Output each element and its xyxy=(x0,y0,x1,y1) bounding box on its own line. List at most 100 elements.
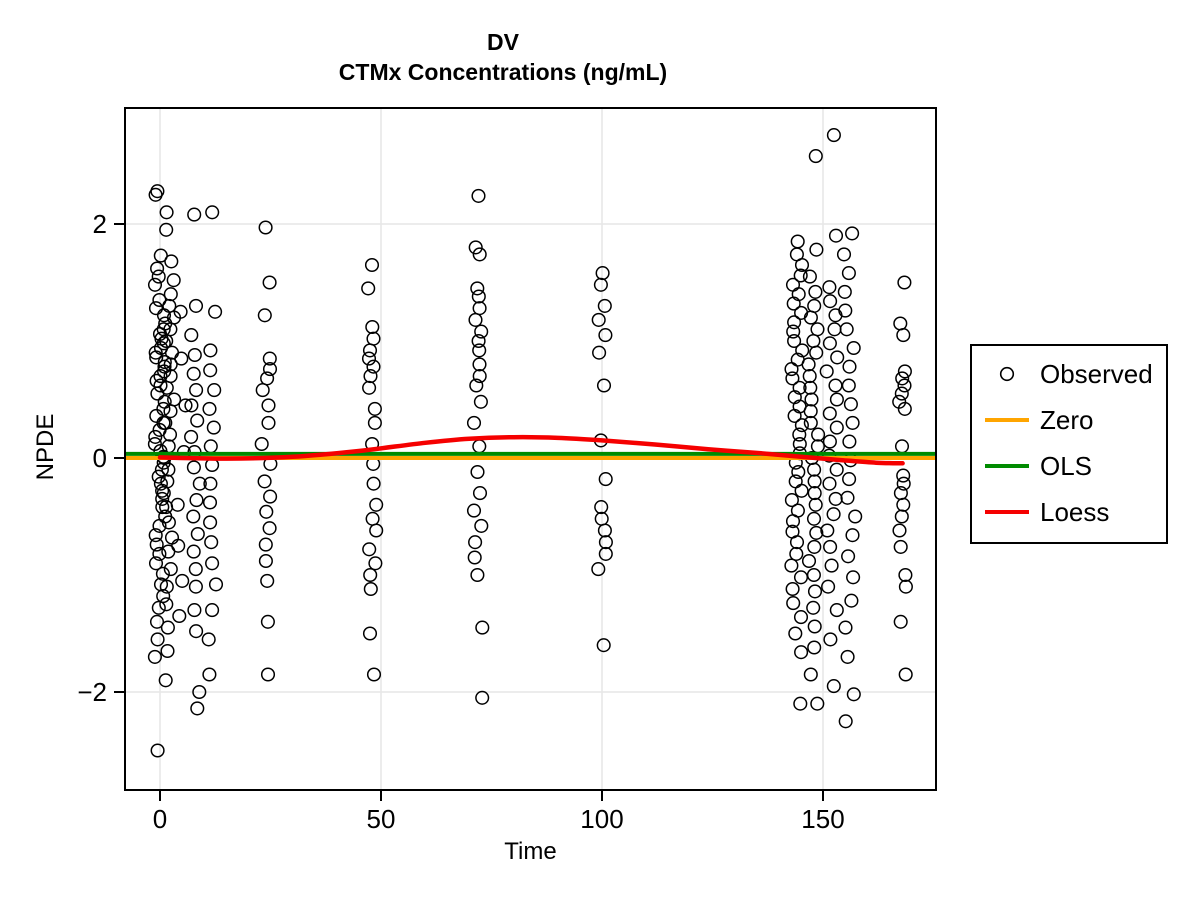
observed-point xyxy=(158,415,173,430)
observed-point xyxy=(468,535,483,550)
observed-point xyxy=(201,632,216,647)
observed-point xyxy=(803,404,818,419)
observed-point xyxy=(897,275,912,290)
observed-point xyxy=(836,247,852,262)
observed-point xyxy=(192,476,207,491)
observed-point xyxy=(597,523,612,538)
chart-title: DV CTMx Concentrations (ng/mL) xyxy=(125,27,881,87)
chart-title-line1: DV xyxy=(487,29,519,55)
observed-point xyxy=(598,546,613,561)
observed-point xyxy=(843,397,858,412)
observed-point xyxy=(361,351,377,366)
observed-point xyxy=(820,523,835,538)
observed-point xyxy=(793,570,809,585)
observed-point xyxy=(829,392,844,407)
observed-point xyxy=(838,620,853,635)
observed-point xyxy=(362,542,377,557)
observed-point xyxy=(159,205,174,220)
observed-point xyxy=(897,401,912,416)
observed-point xyxy=(148,345,163,360)
observed-point xyxy=(592,345,607,360)
legend: Observed Zero OLS Loess xyxy=(970,344,1168,544)
observed-point xyxy=(803,415,818,430)
observed-point xyxy=(184,398,199,413)
observed-point xyxy=(159,597,174,612)
y-tick-label: 0 xyxy=(93,443,107,473)
observed-point xyxy=(160,620,175,635)
observed-point xyxy=(470,464,485,480)
observed-point xyxy=(472,486,488,501)
observed-point xyxy=(147,649,162,664)
observed-point xyxy=(807,462,822,477)
observed-point xyxy=(202,495,218,510)
observed-point xyxy=(807,474,822,489)
observed-point xyxy=(786,596,801,611)
observed-point xyxy=(260,614,275,629)
observed-point xyxy=(149,350,164,365)
x-tick-label: 150 xyxy=(801,804,844,834)
observed-point xyxy=(192,684,207,700)
observed-point xyxy=(786,324,801,339)
observed-point xyxy=(178,398,193,413)
observed-point xyxy=(262,275,277,290)
observed-point xyxy=(203,515,218,530)
observed-point xyxy=(804,392,819,407)
observed-point xyxy=(203,439,218,454)
observed-point xyxy=(366,359,381,374)
observed-point xyxy=(807,298,822,313)
observed-point xyxy=(597,298,612,313)
observed-point xyxy=(261,415,276,430)
observed-point xyxy=(795,343,810,358)
observed-point xyxy=(474,518,489,533)
observed-point xyxy=(828,308,843,323)
observed-point xyxy=(785,277,801,292)
loess-line-swatch-icon xyxy=(984,508,1030,516)
observed-point xyxy=(366,667,382,682)
observed-point xyxy=(186,544,201,559)
observed-point xyxy=(171,538,186,553)
observed-point xyxy=(148,528,163,543)
observed-point xyxy=(470,567,485,583)
y-tick-label: −2 xyxy=(77,677,107,707)
observed-point xyxy=(260,667,276,682)
observed-point xyxy=(161,515,176,530)
observed-point xyxy=(789,535,805,550)
observed-point xyxy=(893,614,908,629)
observed-point xyxy=(472,343,487,358)
observed-point xyxy=(160,643,175,659)
observed-point xyxy=(148,556,164,571)
observed-point xyxy=(187,347,202,363)
observed-point xyxy=(362,343,378,358)
observed-point xyxy=(789,546,804,561)
observed-point xyxy=(189,624,204,639)
observed-point xyxy=(806,511,822,526)
observed-point xyxy=(369,523,384,538)
observed-point xyxy=(467,550,482,565)
observed-point xyxy=(828,491,843,506)
observed-point xyxy=(822,476,837,491)
observed-point xyxy=(810,322,825,337)
observed-point xyxy=(259,504,274,519)
observed-point xyxy=(808,149,823,164)
observed-point xyxy=(787,315,802,330)
x-axis-label: Time xyxy=(504,838,557,865)
observed-point xyxy=(784,558,799,573)
observed-point xyxy=(893,316,908,331)
observed-point xyxy=(838,714,853,729)
observed-point xyxy=(785,514,801,529)
observed-point xyxy=(787,408,802,423)
observed-point xyxy=(471,289,486,304)
observed-point xyxy=(162,298,177,313)
observed-point xyxy=(791,464,806,480)
observed-point xyxy=(828,228,844,243)
observed-point xyxy=(823,632,838,647)
observed-point xyxy=(151,269,166,284)
observed-point xyxy=(164,254,179,269)
observed-point xyxy=(208,304,223,319)
observed-point xyxy=(254,436,269,452)
legend-label-ols: OLS xyxy=(1040,450,1093,481)
observed-point xyxy=(826,679,841,694)
observed-point xyxy=(164,530,180,545)
legend-label-zero: Zero xyxy=(1040,404,1094,435)
